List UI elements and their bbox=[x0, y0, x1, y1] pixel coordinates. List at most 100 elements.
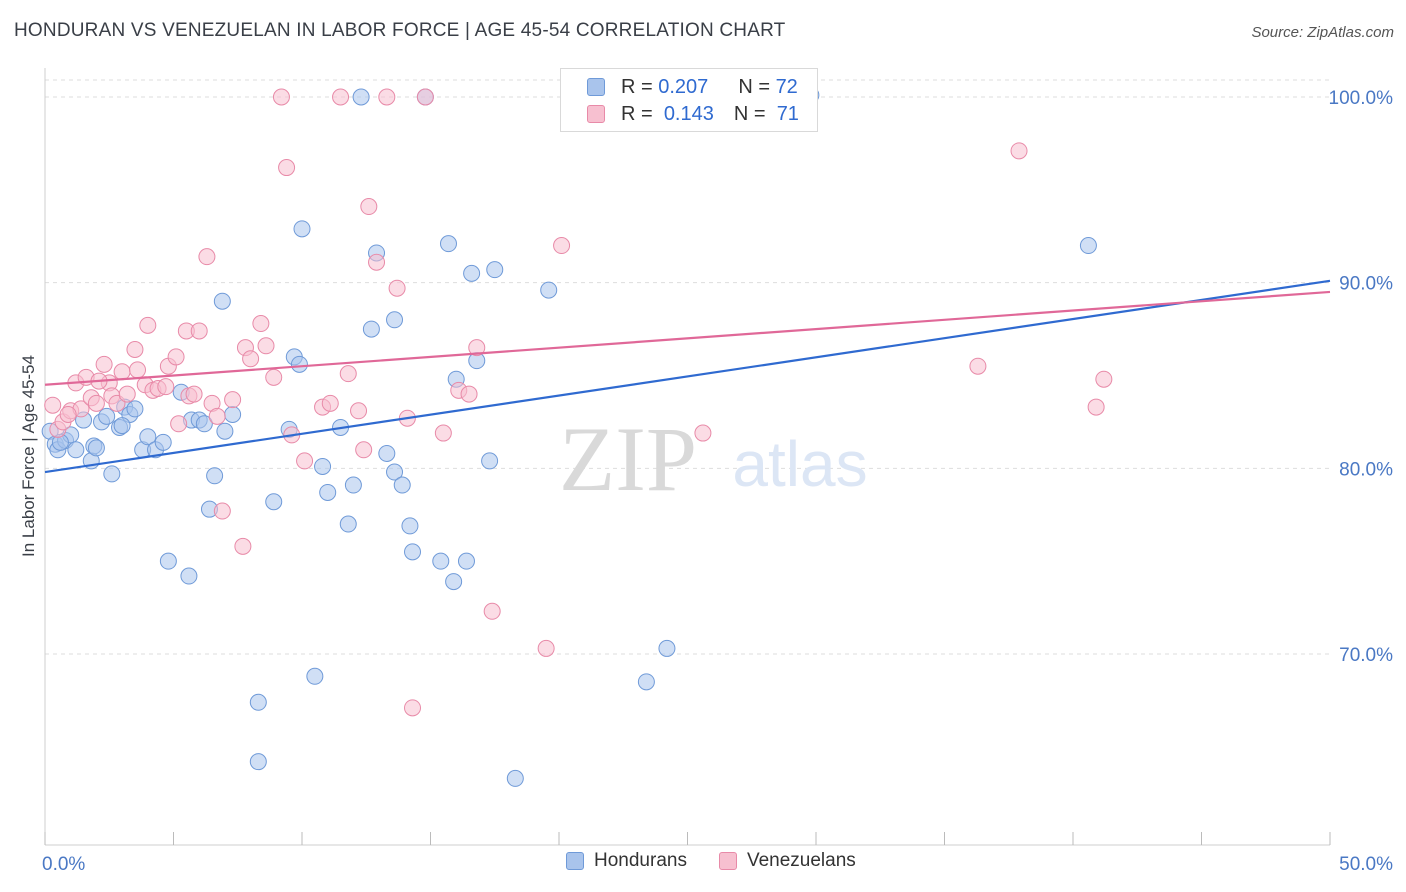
venezuelan-point bbox=[157, 378, 175, 396]
venezuelan-point bbox=[360, 198, 378, 216]
honduran-point bbox=[481, 452, 499, 470]
venezuelan-point bbox=[460, 385, 478, 403]
venezuelan-point bbox=[553, 237, 571, 255]
venezuelan-point bbox=[278, 159, 296, 177]
honduran-point bbox=[180, 567, 198, 585]
series-legend-venezuelans: Venezuelans bbox=[718, 850, 856, 872]
chart-title: HONDURAN VS VENEZUELAN IN LABOR FORCE | … bbox=[14, 20, 786, 41]
honduran-point bbox=[213, 292, 231, 310]
legend-row-hondurans: R = 0.207 N = 72 bbox=[587, 74, 798, 100]
series-legend-hondurans: Hondurans bbox=[566, 850, 687, 872]
venezuelan-point bbox=[224, 391, 242, 409]
venezuelan-point bbox=[129, 361, 147, 379]
gridlines bbox=[45, 79, 1330, 655]
venezuelan-point bbox=[242, 350, 260, 368]
venezuelan-point bbox=[969, 357, 987, 375]
honduran-point bbox=[224, 405, 242, 423]
source-credit: Source: ZipAtlas.com bbox=[1251, 24, 1394, 41]
honduran-point bbox=[154, 433, 172, 451]
axes bbox=[44, 68, 1331, 846]
honduran-point bbox=[352, 88, 370, 106]
honduran-point bbox=[293, 220, 311, 238]
venezuelan-point bbox=[272, 88, 290, 106]
legend-swatch-hondurans bbox=[587, 78, 605, 96]
honduran-point bbox=[432, 552, 450, 570]
honduran-point bbox=[206, 467, 224, 485]
venezuelan-point bbox=[95, 355, 113, 373]
honduran-point bbox=[540, 281, 558, 299]
legend-swatch-venezuelans bbox=[587, 105, 605, 123]
honduran-point bbox=[249, 753, 267, 771]
legend-n-label: N = bbox=[733, 102, 766, 125]
y-tick-label: 70.0% bbox=[1339, 645, 1393, 666]
honduran-point bbox=[506, 769, 524, 787]
venezuelan-point bbox=[434, 424, 452, 442]
venezuelan-point bbox=[190, 322, 208, 340]
watermark-atlas: atlas bbox=[732, 428, 867, 500]
honduran-point bbox=[195, 415, 213, 433]
series-label-venezuelans: Venezuelans bbox=[746, 850, 856, 871]
venezuelan-point bbox=[167, 348, 185, 366]
venezuelan-point bbox=[113, 363, 131, 381]
venezuelan-point bbox=[339, 365, 357, 383]
honduran-point bbox=[126, 400, 144, 418]
series-swatch-venezuelans bbox=[718, 852, 737, 870]
venezuelan-point bbox=[257, 337, 275, 355]
honduran-point bbox=[249, 693, 267, 711]
legend-row-venezuelans: R = 0.143 N = 71 bbox=[587, 101, 799, 127]
venezuelan-point bbox=[234, 537, 252, 555]
venezuelan-point bbox=[296, 452, 314, 470]
honduran-point bbox=[445, 573, 463, 591]
axis-labels: 70.0% 80.0% 90.0% 100.0% 0.0% 50.0% In Labor F… bbox=[19, 88, 1393, 875]
venezuelan-point bbox=[198, 248, 216, 266]
legend-n-label: N = bbox=[738, 75, 770, 98]
honduran-trend-line bbox=[44, 279, 1331, 474]
honduran-point bbox=[139, 428, 157, 446]
honduran-point bbox=[344, 476, 362, 494]
honduran-point bbox=[637, 673, 655, 691]
honduran-point bbox=[386, 311, 404, 329]
venezuelan-point bbox=[350, 402, 368, 420]
series-label-hondurans: Hondurans bbox=[594, 850, 687, 871]
honduran-point bbox=[486, 261, 504, 279]
honduran-point bbox=[362, 320, 380, 338]
honduran-point bbox=[658, 639, 676, 657]
honduran-point bbox=[306, 667, 324, 685]
honduran-point bbox=[319, 483, 337, 501]
series-legend: Hondurans Venezuelans bbox=[566, 850, 888, 872]
honduran-point bbox=[103, 465, 121, 483]
venezuelan-point bbox=[118, 385, 136, 403]
honduran-point bbox=[439, 235, 457, 253]
venezuelan-point bbox=[265, 368, 283, 386]
venezuelan-point bbox=[537, 639, 555, 657]
venezuelan-point bbox=[59, 405, 77, 423]
venezuelan-point bbox=[126, 341, 144, 359]
venezuelan-point bbox=[1010, 142, 1028, 160]
honduran-point bbox=[401, 517, 419, 535]
venezuelan-point bbox=[139, 316, 157, 334]
honduran-point bbox=[404, 543, 422, 561]
series-swatch-hondurans bbox=[566, 852, 584, 870]
venezuelan-point bbox=[483, 602, 501, 620]
legend-n-value: 71 bbox=[776, 102, 799, 125]
venezuelan-point bbox=[694, 424, 712, 442]
honduran-point bbox=[98, 407, 116, 425]
venezuelan-trend-line bbox=[44, 290, 1331, 386]
honduran-point bbox=[378, 444, 396, 462]
x-tick-label: 0.0% bbox=[42, 854, 85, 875]
x-tick-label: 50.0% bbox=[1339, 854, 1393, 875]
venezuelan-point bbox=[1087, 398, 1105, 416]
honduran-point bbox=[1079, 237, 1097, 255]
honduran-point bbox=[339, 515, 357, 533]
legend-r-value: 0.207 bbox=[658, 75, 709, 98]
y-tick-label: 90.0% bbox=[1339, 274, 1393, 295]
venezuelan-point bbox=[368, 253, 386, 271]
venezuelan-point bbox=[378, 88, 396, 106]
venezuelan-point bbox=[416, 88, 434, 106]
honduran-point bbox=[159, 552, 177, 570]
venezuelan-point bbox=[170, 415, 188, 433]
honduran-point bbox=[393, 476, 411, 494]
venezuelan-point bbox=[404, 699, 422, 717]
legend-r-label: R = bbox=[621, 75, 653, 98]
